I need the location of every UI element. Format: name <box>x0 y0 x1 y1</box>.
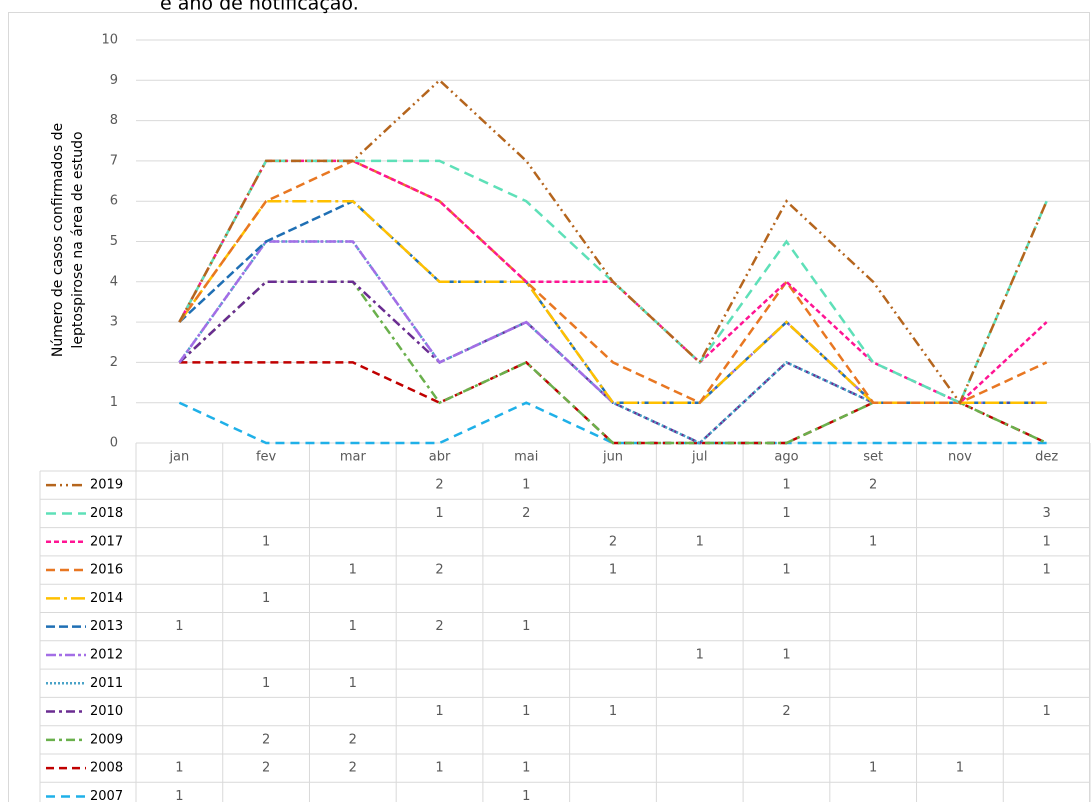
legend-label: 2018 <box>90 506 123 521</box>
legend-label: 2008 <box>90 761 123 776</box>
legend-label: 2014 <box>90 591 123 606</box>
table-value: 2 <box>262 732 270 747</box>
table-value: 2 <box>262 761 270 776</box>
table-value: 1 <box>349 563 357 578</box>
table-value: 1 <box>435 506 443 521</box>
x-tick-label: dez <box>1035 450 1058 465</box>
table-value: 1 <box>1042 563 1050 578</box>
legend-label: 2019 <box>90 478 123 493</box>
x-tick-label: abr <box>429 450 451 465</box>
series-line <box>178 199 1047 404</box>
table-value: 1 <box>435 704 443 719</box>
series-line <box>178 78 1048 406</box>
x-tick-label: set <box>863 450 883 465</box>
series-line <box>178 199 1047 404</box>
legend-label: 2012 <box>90 647 123 662</box>
x-tick-label: nov <box>948 450 972 465</box>
y-axis-label: Número de casos confirmados de <box>50 123 66 357</box>
table-value: 1 <box>522 619 530 634</box>
table-value: 1 <box>175 619 183 634</box>
table-value: 1 <box>696 534 704 549</box>
x-tick-label: ago <box>774 450 798 465</box>
y-tick-label: 3 <box>110 315 118 330</box>
table-value: 2 <box>522 506 530 521</box>
table-value: 2 <box>349 761 357 776</box>
table-value: 2 <box>782 704 790 719</box>
table-value: 1 <box>609 704 617 719</box>
legend-label: 2010 <box>90 704 123 719</box>
table-value: 3 <box>1042 506 1050 521</box>
table-value: 1 <box>1042 534 1050 549</box>
table-value: 1 <box>349 676 357 691</box>
y-tick-label: 6 <box>110 194 118 209</box>
table-value: 1 <box>522 789 530 802</box>
table-value: 1 <box>782 478 790 493</box>
legend-label: 2007 <box>90 789 123 802</box>
y-tick-label: 1 <box>110 395 118 410</box>
table-value: 1 <box>522 704 530 719</box>
table-value: 2 <box>349 732 357 747</box>
table-value: 1 <box>175 761 183 776</box>
table-value: 1 <box>869 761 877 776</box>
chart-title: e ano de notificação. <box>160 0 359 15</box>
table-value: 1 <box>1042 704 1050 719</box>
table-value: 2 <box>435 619 443 634</box>
table-value: 1 <box>522 478 530 493</box>
legend-label: 2016 <box>90 563 123 578</box>
y-tick-label: 7 <box>110 153 118 168</box>
x-tick-label: jun <box>602 450 623 465</box>
table-value: 1 <box>782 647 790 662</box>
table-value: 1 <box>696 647 704 662</box>
table-value: 1 <box>956 761 964 776</box>
legend-label: 2009 <box>90 732 123 747</box>
table-value: 1 <box>609 563 617 578</box>
table-value: 1 <box>782 506 790 521</box>
table-value: 1 <box>262 676 270 691</box>
y-tick-label: 9 <box>110 73 118 88</box>
legend-label: 2017 <box>90 534 123 549</box>
table-value: 1 <box>262 591 270 606</box>
y-tick-label: 2 <box>110 355 118 370</box>
legend-label: 2011 <box>90 676 123 691</box>
x-tick-label: jul <box>691 450 707 465</box>
x-tick-label: mar <box>340 450 367 465</box>
chart-frame <box>8 12 1090 802</box>
table-value: 2 <box>435 563 443 578</box>
table-value: 1 <box>522 761 530 776</box>
table-value: 1 <box>349 619 357 634</box>
table-value: 1 <box>782 563 790 578</box>
y-tick-label: 5 <box>110 234 118 249</box>
x-tick-label: mai <box>514 450 538 465</box>
series-line <box>178 159 1048 405</box>
table-value: 2 <box>435 478 443 493</box>
x-tick-label: jan <box>168 450 189 465</box>
series-line <box>178 401 1047 445</box>
y-tick-label: 0 <box>110 436 118 451</box>
y-tick-label: 8 <box>110 113 118 128</box>
x-tick-label: fev <box>256 450 277 465</box>
y-tick-label: 10 <box>101 33 118 48</box>
legend-label: 2013 <box>90 619 123 634</box>
table-value: 2 <box>609 534 617 549</box>
table-value: 1 <box>869 534 877 549</box>
table-value: 1 <box>435 761 443 776</box>
y-tick-label: 4 <box>110 274 118 289</box>
y-axis-label: leptospirose na área de estudo <box>70 131 86 348</box>
table-value: 1 <box>262 534 270 549</box>
table-value: 2 <box>869 478 877 493</box>
table-value: 1 <box>175 789 183 802</box>
